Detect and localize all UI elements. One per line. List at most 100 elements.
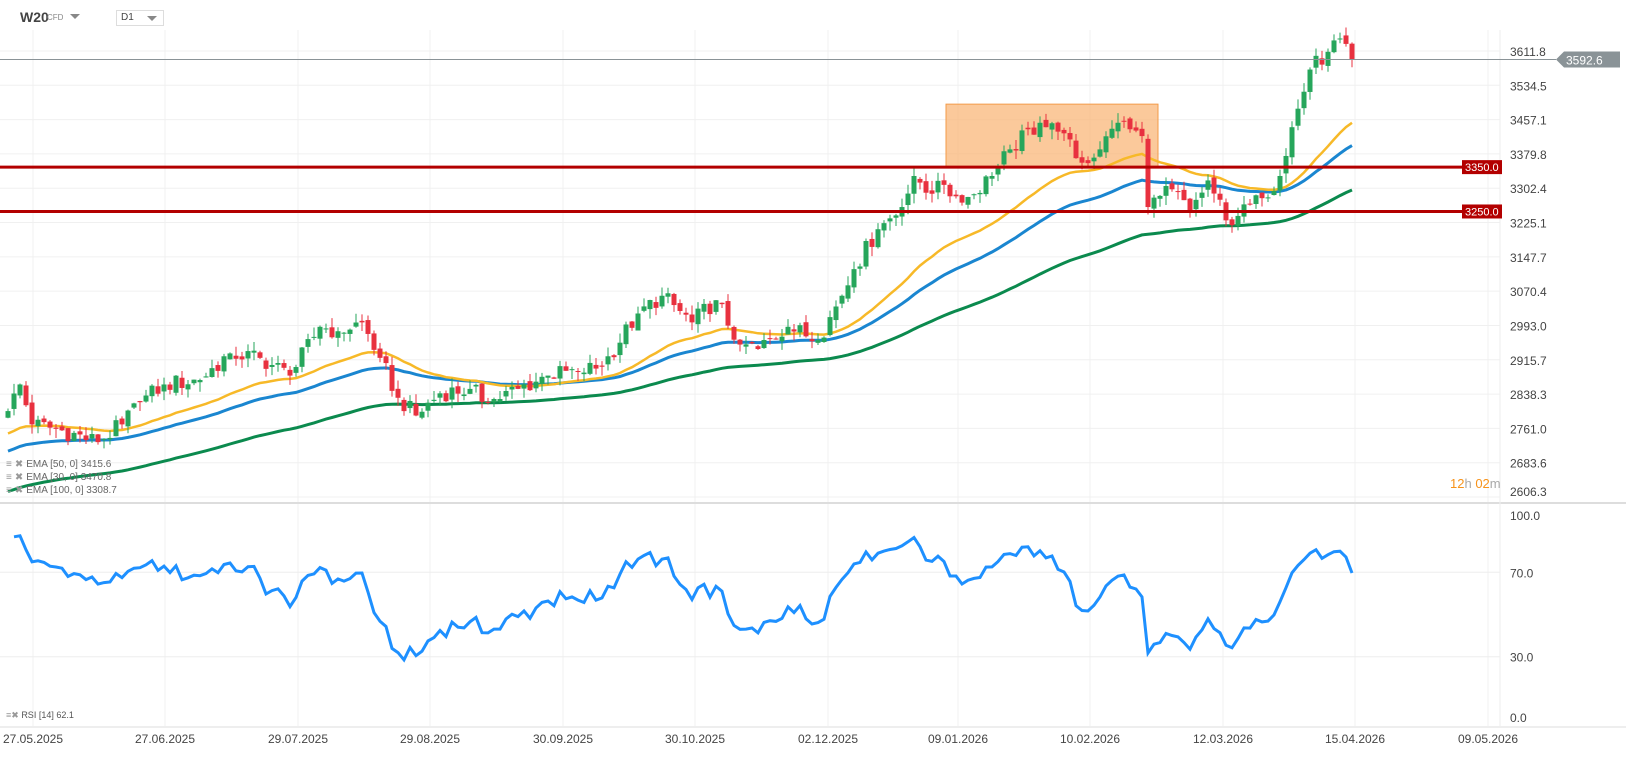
candle-body <box>1193 199 1199 210</box>
close-icon[interactable]: ✖ <box>14 485 24 496</box>
candle-body <box>1091 157 1097 162</box>
candle-body <box>71 432 77 441</box>
x-tick-label: 29.08.2025 <box>400 732 460 746</box>
candle-body <box>1331 40 1337 53</box>
level-label-box <box>1462 160 1502 175</box>
candle-body <box>1229 219 1235 226</box>
candle-body <box>149 385 155 397</box>
settings-icon[interactable]: ≡ <box>6 472 12 483</box>
y-tick-label: 3611.8 <box>1510 45 1546 59</box>
candle-body <box>605 356 611 365</box>
candle-body <box>845 285 851 299</box>
candle-body <box>161 384 167 392</box>
candle-body <box>953 194 959 197</box>
settings-icon[interactable]: ≡ <box>6 485 12 496</box>
candle-body <box>1157 195 1163 199</box>
candle-body <box>1247 203 1253 205</box>
y-tick-label: 3225.1 <box>1510 217 1547 231</box>
candle-body <box>1145 138 1151 208</box>
candle-body <box>401 399 407 412</box>
candle-body <box>1289 127 1295 158</box>
candle-body <box>1295 108 1301 126</box>
candle-body <box>1073 140 1079 159</box>
candle-body <box>1001 151 1007 165</box>
symbol-selector[interactable]: W20 <box>20 9 49 25</box>
candle-body <box>767 338 773 340</box>
candle-body <box>641 306 647 311</box>
candle-body <box>869 238 875 247</box>
candle-body <box>107 437 113 440</box>
candle-body <box>311 336 317 338</box>
candle-body <box>635 313 641 331</box>
y-tick-label: 3302.4 <box>1510 182 1547 196</box>
candle-body <box>1259 192 1265 199</box>
candle-body <box>659 295 665 307</box>
candle-body <box>677 303 683 311</box>
last-price-label: 3592.6 <box>1566 54 1603 68</box>
candle-body <box>797 325 803 333</box>
candle-body <box>1055 122 1061 132</box>
close-icon[interactable]: ✖ <box>14 459 24 470</box>
candle-body <box>1199 192 1205 198</box>
candle-body <box>611 355 617 358</box>
candle-body <box>989 175 995 179</box>
close-icon[interactable]: ✖ <box>14 472 24 483</box>
candle-body <box>1235 215 1241 226</box>
candle-body <box>1349 43 1355 60</box>
candle-body <box>1103 136 1109 153</box>
x-tick-label: 09.05.2026 <box>1458 732 1518 746</box>
indicator-legend-ema30[interactable]: ≡ ✖ EMA [30, 0] 3470.8 <box>6 472 111 483</box>
x-tick-label: 30.10.2025 <box>665 732 725 746</box>
candle-body <box>1301 91 1307 109</box>
x-tick-label: 09.01.2026 <box>928 732 988 746</box>
level-label: 3350.0 <box>1465 162 1499 174</box>
indicator-legend-rsi[interactable]: ≡✖ RSI [14] 62.1 <box>6 710 74 721</box>
candle-body <box>701 303 707 312</box>
candle-body <box>443 393 449 402</box>
candle-body <box>671 293 677 306</box>
candle-body <box>1079 157 1085 163</box>
candle-body <box>1217 193 1223 200</box>
candle-body <box>1061 129 1067 134</box>
level-label-box <box>1462 204 1502 219</box>
candle-body <box>563 366 569 371</box>
candle-body <box>1175 191 1181 193</box>
indicator-legend-ema100[interactable]: ≡ ✖ EMA [100, 0] 3308.7 <box>6 485 117 496</box>
candle-body <box>1343 35 1349 44</box>
candle-body <box>695 308 701 325</box>
candle-body <box>41 418 47 423</box>
candle-body <box>467 388 473 394</box>
candle-body <box>851 269 857 288</box>
candle-body <box>377 348 383 358</box>
candle-body <box>545 375 551 378</box>
candle-body <box>155 386 161 394</box>
indicator-label: EMA [50, 0] 3415.6 <box>26 459 112 470</box>
candle-body <box>305 339 311 347</box>
candle-body <box>881 223 887 231</box>
timeframe-select[interactable]: D1 <box>116 10 164 26</box>
candle-body <box>407 400 413 409</box>
candle-body <box>1025 127 1031 130</box>
y-tick-label: 3147.7 <box>1510 251 1547 265</box>
candle-body <box>203 376 209 378</box>
candle-body <box>737 339 743 345</box>
candle-body <box>719 302 725 305</box>
candle-body <box>185 384 191 390</box>
last-price-tag <box>1556 51 1620 68</box>
chevron-down-icon[interactable] <box>70 14 80 19</box>
indicator-legend-ema50[interactable]: ≡ ✖ EMA [50, 0] 3415.6 <box>6 459 111 470</box>
candle-body <box>263 360 269 369</box>
settings-icon[interactable]: ≡ <box>6 459 12 470</box>
candle-body <box>581 372 587 375</box>
rsi-line <box>13 534 1354 663</box>
candle-body <box>773 338 779 340</box>
chart-toolbar: W20 CFD D1 <box>0 0 1626 30</box>
candle-body <box>713 300 719 312</box>
candle-body <box>1205 180 1211 190</box>
candle-body <box>5 411 11 418</box>
rsi-tick-label: 100.0 <box>1510 509 1540 523</box>
x-tick-label: 15.04.2026 <box>1325 732 1385 746</box>
x-tick-label: 02.12.2025 <box>798 732 858 746</box>
settings-icon[interactable]: ≡✖ <box>6 710 19 720</box>
